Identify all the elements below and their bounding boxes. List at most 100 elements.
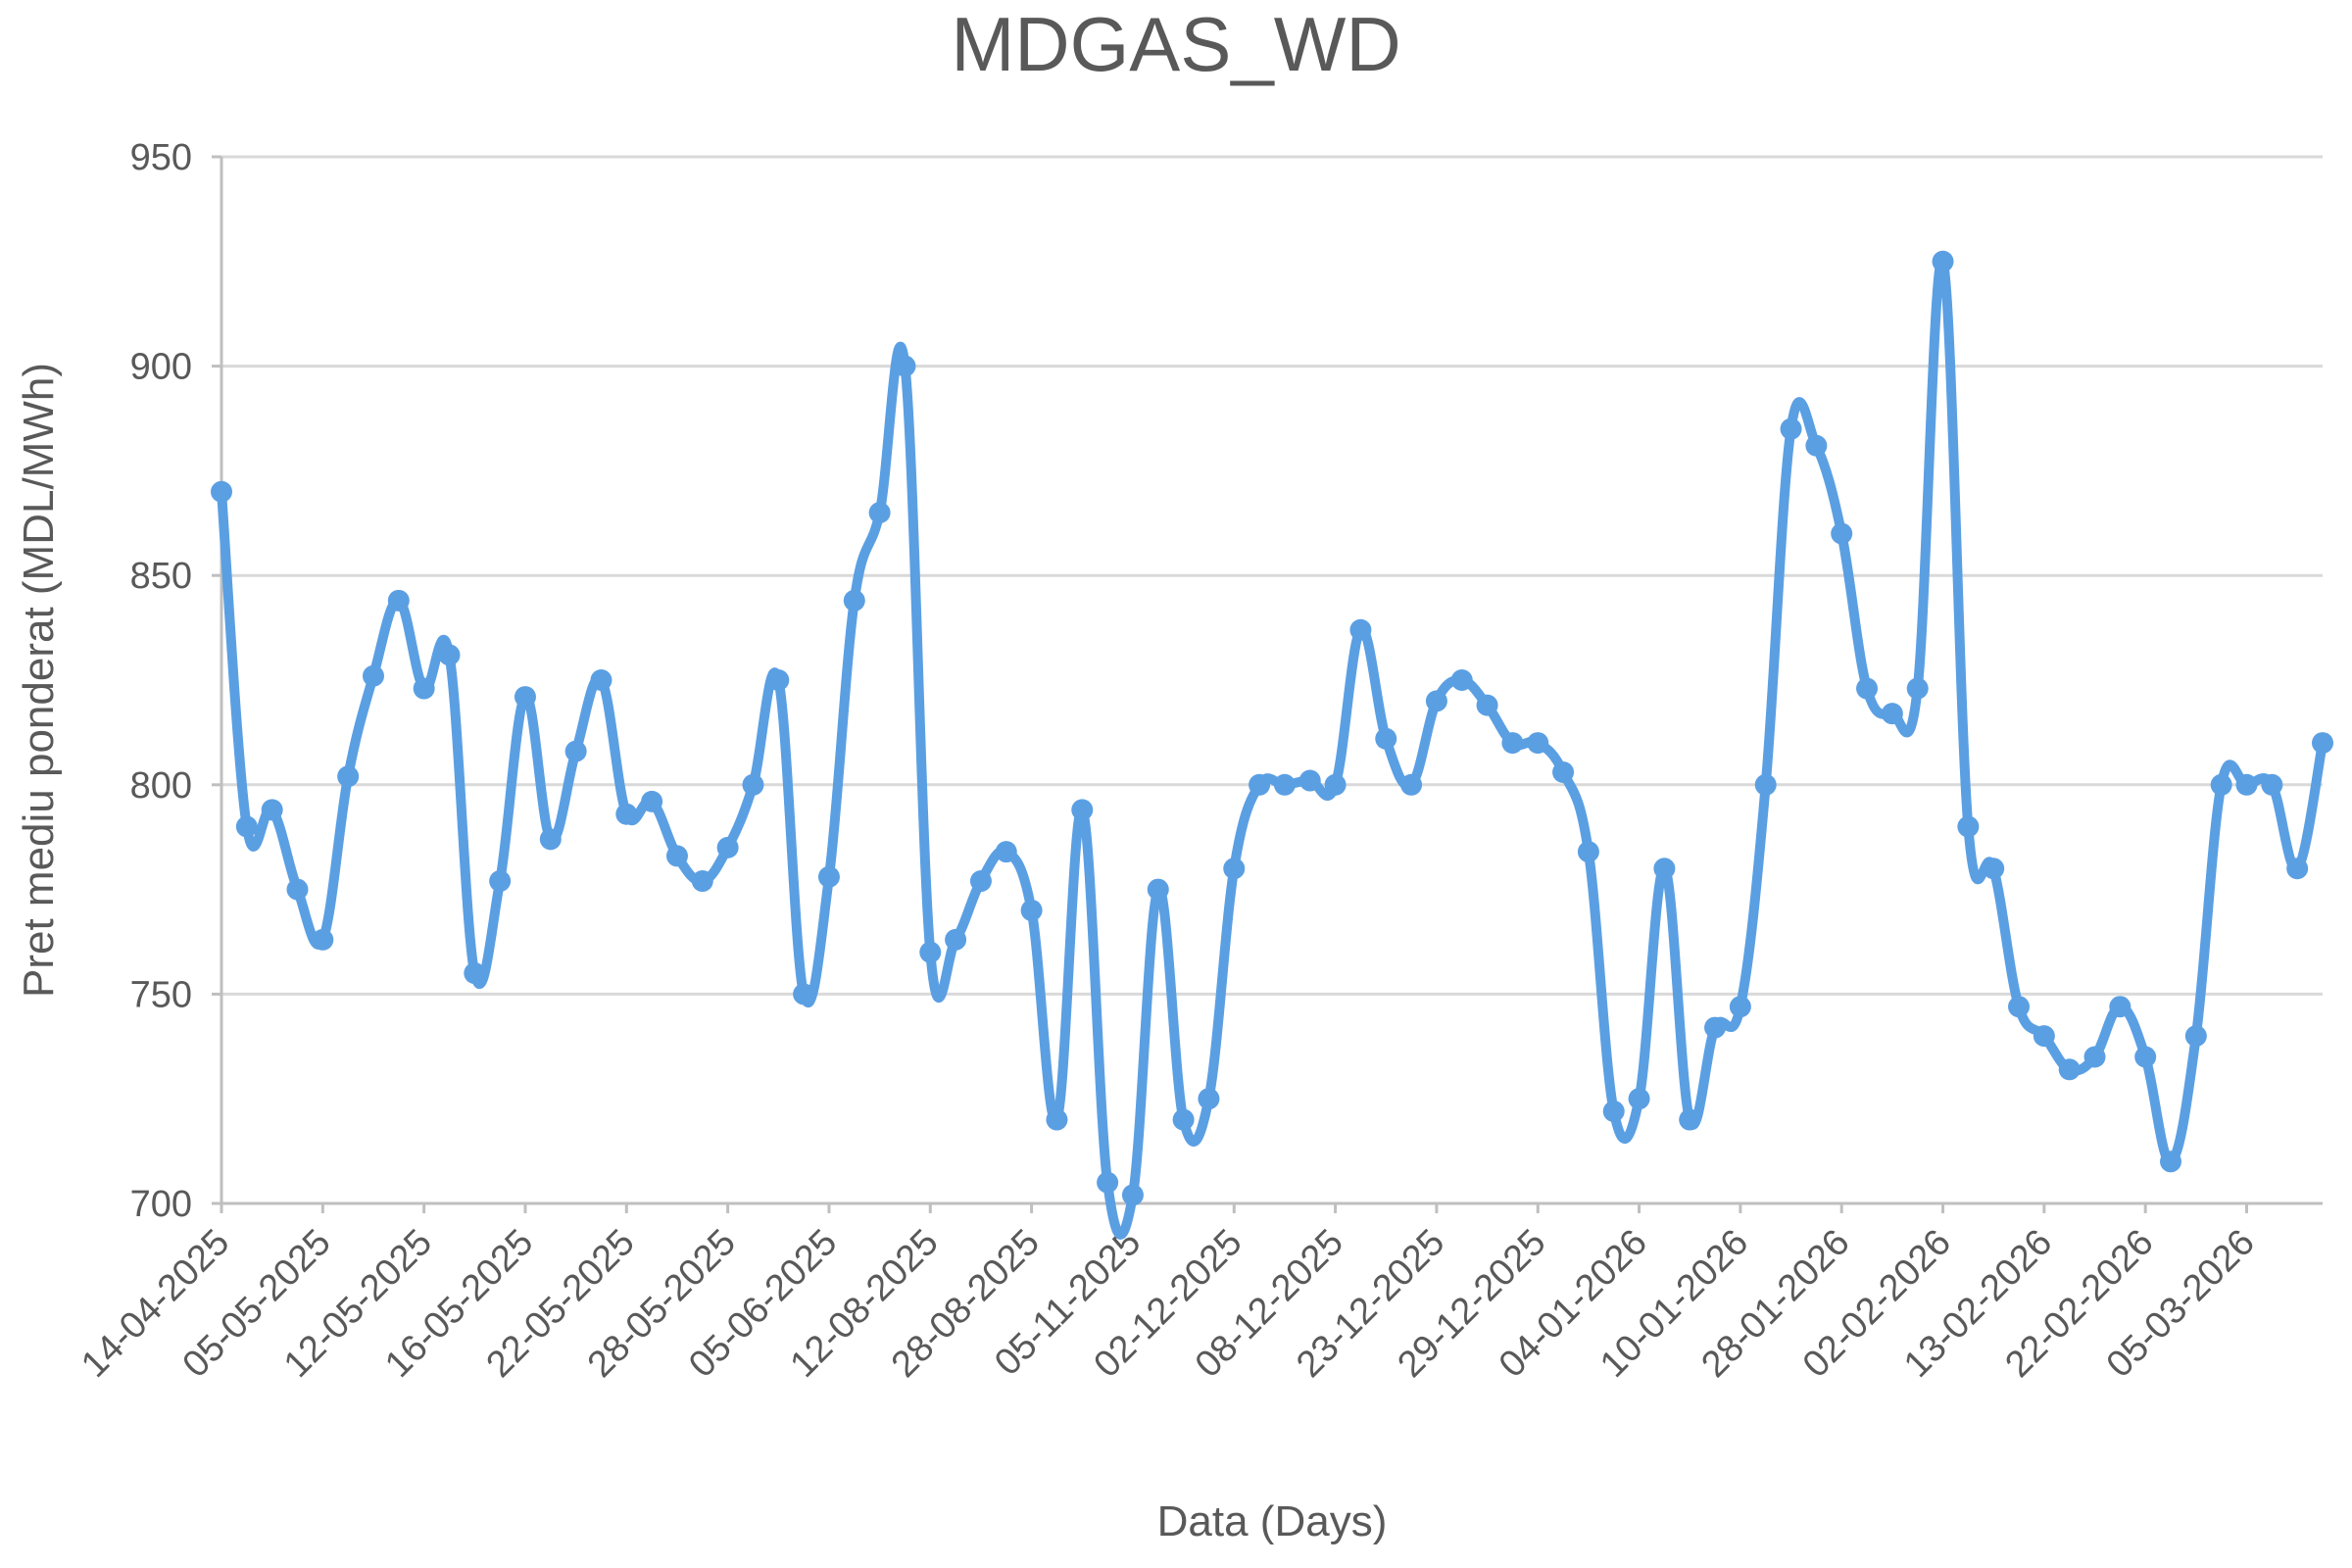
data-point[interactable]: 870 xyxy=(211,480,232,503)
data-point[interactable]: 720 xyxy=(1046,1108,1068,1131)
data-point[interactable]: 702 xyxy=(1121,1184,1144,1206)
data-point[interactable]: 808 xyxy=(564,740,587,762)
data-point[interactable]: 725 xyxy=(1628,1088,1650,1110)
data-point[interactable]: 800 xyxy=(1273,773,1296,796)
y-axis-ticks: 700 750 800 850 900 950 xyxy=(130,137,221,1225)
data-point[interactable]: 800 xyxy=(2210,773,2232,796)
data-point[interactable]: 755 xyxy=(464,962,486,985)
data-point[interactable]: 740 xyxy=(2184,1025,2207,1048)
data-point[interactable]: 777 xyxy=(691,870,713,893)
series-group: 8707907947757638028268448238317557778217… xyxy=(211,250,2333,1240)
data-point[interactable]: 796 xyxy=(641,790,663,812)
data-point[interactable]: 787 xyxy=(539,828,562,851)
data-point[interactable]: 800 xyxy=(2235,773,2258,796)
data-point[interactable]: 747 xyxy=(2109,996,2132,1018)
data-point[interactable]: 821 xyxy=(514,686,536,709)
data-point[interactable]: 802 xyxy=(337,765,360,788)
data-point[interactable]: 725 xyxy=(1198,1088,1220,1110)
y-tick-label: 700 xyxy=(130,1184,192,1225)
data-point[interactable]: 780 xyxy=(1653,858,1676,880)
data-point[interactable]: 820 xyxy=(1425,690,1447,712)
data-point[interactable]: 800 xyxy=(1400,773,1423,796)
data-point[interactable]: 844 xyxy=(387,589,410,612)
data-point[interactable]: 710 xyxy=(2160,1151,2182,1173)
data-point[interactable]: 825 xyxy=(590,669,612,691)
data-point[interactable]: 790 xyxy=(235,815,258,838)
data-point[interactable]: 775 xyxy=(1147,878,1169,901)
data-point[interactable]: 819 xyxy=(1476,694,1498,716)
data-point[interactable]: 780 xyxy=(2286,858,2309,880)
data-point[interactable]: 800 xyxy=(2261,773,2283,796)
data-point[interactable]: 770 xyxy=(1020,899,1043,921)
x-axis-title: Data (Days) xyxy=(1157,1497,1388,1545)
data-point[interactable]: 777 xyxy=(969,870,992,893)
y-axis-title: Pret mediu ponderat (MDL/MWh) xyxy=(15,363,63,998)
chart-title: MDGAS_WD xyxy=(951,1,1400,87)
data-point[interactable]: 747 xyxy=(1729,996,1751,1018)
data-point[interactable]: 777 xyxy=(489,870,512,893)
data-point[interactable]: 750 xyxy=(793,983,815,1005)
data-point[interactable]: 810 xyxy=(2312,732,2333,755)
data-point[interactable]: 705 xyxy=(1097,1171,1119,1194)
y-tick-label: 850 xyxy=(130,556,192,597)
data-point[interactable]: 837 xyxy=(1349,618,1372,641)
y-tick-label: 950 xyxy=(130,137,192,178)
data-point[interactable]: 826 xyxy=(362,664,384,687)
data-point[interactable]: 801 xyxy=(1298,769,1321,792)
data-point[interactable]: 735 xyxy=(2083,1046,2106,1068)
data-point[interactable]: 800 xyxy=(1324,773,1347,796)
data-point[interactable]: 925 xyxy=(1932,250,1954,272)
data-point[interactable]: 775 xyxy=(286,878,309,901)
data-point[interactable]: 740 xyxy=(2033,1025,2055,1048)
data-point[interactable]: 865 xyxy=(868,502,891,524)
data-point[interactable]: 722 xyxy=(1602,1101,1625,1123)
data-point[interactable]: 732 xyxy=(2058,1058,2081,1081)
x-axis-ticks: 14-04-202505-05-202512-05-202516-05-2025… xyxy=(74,1203,2263,1386)
data-point[interactable]: 785 xyxy=(716,836,739,858)
data-point[interactable]: 817 xyxy=(1881,703,1903,725)
data-point[interactable]: 763 xyxy=(312,928,334,951)
data-point[interactable]: 825 xyxy=(1450,669,1473,691)
y-tick-label: 900 xyxy=(130,347,192,388)
data-point[interactable]: 825 xyxy=(767,669,790,691)
data-point[interactable]: 742 xyxy=(1704,1016,1727,1039)
y-tick-label: 800 xyxy=(130,765,192,807)
data-point[interactable]: 810 xyxy=(1501,732,1524,755)
data-point[interactable]: 823 xyxy=(413,677,435,700)
data-point[interactable]: 780 xyxy=(1983,858,2005,880)
data-point[interactable]: 793 xyxy=(615,803,638,825)
data-point[interactable]: 860 xyxy=(1831,522,1853,545)
data-point[interactable]: 811 xyxy=(1375,727,1397,750)
data-point[interactable]: 885 xyxy=(1780,417,1802,440)
data-point[interactable]: 810 xyxy=(1527,732,1549,755)
data-point[interactable]: 784 xyxy=(995,841,1017,863)
series-line xyxy=(217,255,2328,1240)
data-point[interactable]: 900 xyxy=(894,355,916,377)
y-tick-label: 750 xyxy=(130,974,192,1015)
data-point[interactable]: 783 xyxy=(665,845,688,867)
data-point[interactable]: 844 xyxy=(843,589,865,612)
data-point[interactable]: 790 xyxy=(1957,815,1980,838)
data-point[interactable]: 831 xyxy=(438,644,461,666)
data-point[interactable]: 747 xyxy=(2008,996,2031,1018)
data-point[interactable]: 760 xyxy=(919,941,942,963)
data-point[interactable]: 784 xyxy=(1577,841,1599,863)
data-point[interactable]: 881 xyxy=(1805,434,1828,457)
data-point[interactable]: 720 xyxy=(1172,1108,1195,1131)
data-point[interactable]: 823 xyxy=(1906,677,1929,700)
data-point[interactable]: 735 xyxy=(2134,1046,2157,1068)
data-point[interactable]: 778 xyxy=(817,865,840,888)
gridlines xyxy=(221,155,2323,996)
data-point[interactable]: 780 xyxy=(1223,858,1246,880)
data-point[interactable]: 720 xyxy=(1679,1108,1701,1131)
data-point[interactable]: 800 xyxy=(1249,773,1271,796)
data-point[interactable]: 823 xyxy=(1856,677,1879,700)
data-point[interactable]: 800 xyxy=(742,773,764,796)
data-point[interactable]: 763 xyxy=(945,928,967,951)
data-point[interactable]: 794 xyxy=(261,799,283,821)
data-point[interactable]: 803 xyxy=(1552,760,1575,783)
data-point[interactable]: 794 xyxy=(1071,799,1094,821)
data-point[interactable]: 800 xyxy=(1754,773,1777,796)
